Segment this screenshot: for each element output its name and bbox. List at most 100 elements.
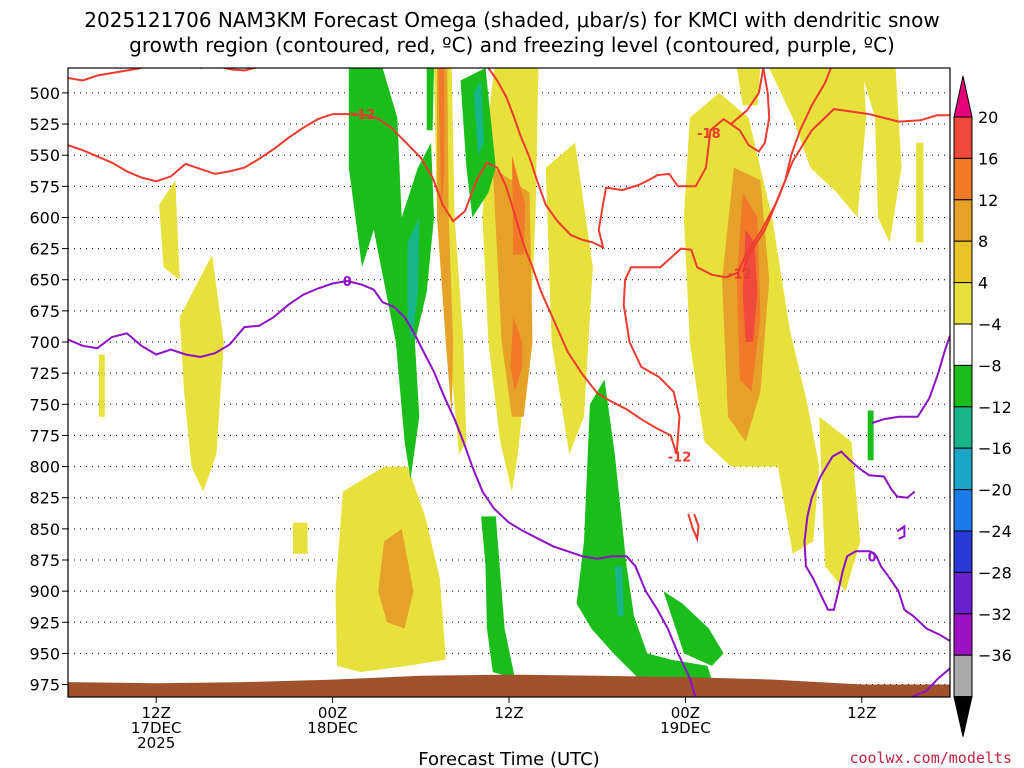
colorbar-bin [953,530,973,573]
omega-region [916,142,924,243]
colorbar-label: 4 [978,274,988,293]
y-tick-label: 925 [29,613,60,632]
snow-growth-contour [741,108,950,273]
x-tick-label: 00Z [318,704,347,722]
colorbar-bin [953,240,973,284]
colorbar-label: 16 [978,149,998,168]
freezing-level-contour-label: 0 [343,275,352,290]
omega-region [159,180,180,280]
y-tick-label: 600 [29,208,60,227]
omega-region [576,379,714,685]
omega-region [438,68,445,218]
snow-growth-contour-label: -12 [728,268,752,283]
freezing-level-contour [911,667,950,697]
y-tick-label: 550 [29,146,60,165]
omega-region [614,566,624,616]
credit-text: coolwx.com/modelts [849,749,1012,767]
freezing-level-contour [68,279,697,697]
omega-region [426,68,434,131]
omega-region [98,354,105,417]
y-tick-label: 875 [29,551,60,570]
y-tick-label: 650 [29,271,60,290]
omega-region [511,155,526,255]
colorbar-label: −36 [978,646,1012,665]
y-tick-label: 625 [29,240,60,259]
y-tick-label: 950 [29,644,60,663]
omega-region [179,254,224,492]
y-tick-label: 825 [29,489,60,508]
colorbar-bin [953,489,973,532]
snow-growth-contour-label: -12 [668,451,692,466]
y-tick-label: 700 [29,333,60,352]
colorbar: 20 16 12 8 4 −4 −8 −12 −16 −20 −24 −28 −32 −36 [953,75,1012,737]
omega-region [663,591,724,666]
omega-region [860,68,902,243]
colorbar-bottom-arrow [953,696,973,737]
x-tick-label: 2025 [137,734,175,752]
x-tick-label: 00Z [671,704,700,722]
y-tick-label: 900 [29,582,60,601]
y-tick-label: 750 [29,395,60,414]
y-tick-label: 975 [29,676,60,695]
x-tick-label: 17DEC [131,719,182,737]
y-tick-label: 725 [29,364,60,383]
omega-region [510,317,523,392]
colorbar-bin [953,323,973,366]
freezing-level-contour [869,550,950,642]
colorbar-label: −28 [978,563,1012,582]
colorbar-label: −24 [978,522,1012,541]
colorbar-label: −32 [978,605,1012,624]
snow-growth-contour [622,68,832,455]
omega-region [348,68,434,479]
omega-region [407,217,420,342]
y-tick-label: 500 [29,84,60,103]
colorbar-top-arrow [953,75,973,118]
colorbar-label: −16 [978,439,1012,458]
axes: 500 525 550 575 600 625 650 675 700 725 750 775 800 8… [29,84,876,752]
omega-region [481,516,515,679]
omega-region [292,522,308,554]
x-tick-label: 12Z [494,704,523,722]
snow-growth-contour [487,68,771,250]
x-tick-label: 18DEC [307,719,358,737]
freezing-level-contour [896,524,906,540]
colorbar-label: 20 [978,108,998,127]
colorbar-label: −20 [978,481,1012,500]
colorbar-bin [953,571,973,615]
omega-region [867,410,874,461]
y-tick-label: 675 [29,302,60,321]
y-tick-label: 850 [29,520,60,539]
snow-growth-contour-label: -12 [352,108,376,123]
x-tick-label: 19DEC [660,719,711,737]
colorbar-bin [953,406,973,449]
omega-region [742,229,758,342]
snow-growth-contour-label: -18 [697,127,721,142]
x-tick-label: 12Z [142,704,171,722]
y-tick-label: 800 [29,458,60,477]
terrain-fill [68,674,950,697]
colorbar-bin [953,654,973,698]
freezing-level-contour-label: 0 [868,550,877,565]
snow-growth-contour [730,68,765,125]
colorbar-label: −4 [978,315,1002,334]
colorbar-bin [953,282,973,325]
colorbar-label: 12 [978,191,998,210]
chart-title-line-2: growth region (contoured, red, ºC) and f… [129,33,895,57]
chart-title-line-1: 2025121706 NAM3KM Forecast Omega (shaded… [84,8,939,32]
plot-area: -12 -12 -18 -12 0 0 [68,68,950,697]
freezing-level-contour [803,450,916,611]
x-tick-label: 12Z [847,704,876,722]
omega-region [378,528,414,629]
y-tick-label: 575 [29,177,60,196]
colorbar-label: 8 [978,232,988,251]
y-tick-label: 525 [29,115,60,134]
omega-region [736,68,761,106]
snow-growth-contour [200,68,259,72]
freezing-level-contour [871,335,950,424]
y-tick-label: 775 [29,426,60,445]
omega-region [473,80,484,156]
colorbar-label: −8 [978,356,1002,375]
colorbar-bin [953,116,973,159]
colorbar-bin [953,447,973,491]
